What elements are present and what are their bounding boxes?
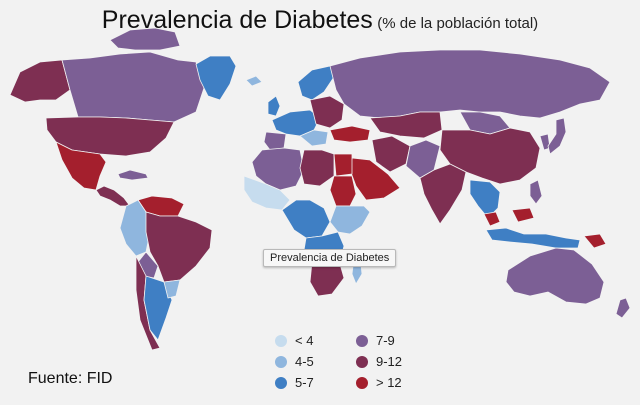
map-tooltip: Prevalencia de Diabetes	[263, 249, 397, 267]
legend-label: 7-9	[376, 333, 395, 348]
legend-swatch	[356, 376, 368, 389]
region-sudan[interactable]	[329, 175, 357, 207]
region-greenland[interactable]	[195, 55, 237, 101]
region-malaysia[interactable]	[483, 207, 535, 227]
region-iceland[interactable]	[245, 75, 263, 87]
region-australia[interactable]	[505, 247, 605, 305]
title-subtitle: (% de la población total)	[377, 15, 539, 32]
region-philippines[interactable]	[529, 179, 543, 205]
legend-item-lt4: < 4	[275, 333, 313, 348]
legend-label: > 12	[376, 375, 402, 390]
region-papua-new-guinea[interactable]	[583, 233, 607, 249]
region-central-africa[interactable]	[281, 199, 331, 239]
region-north-africa-west[interactable]	[251, 147, 305, 191]
region-south-africa[interactable]	[309, 261, 345, 297]
region-egypt[interactable]	[333, 153, 353, 177]
legend-swatch	[356, 334, 368, 347]
region-turkey[interactable]	[329, 125, 371, 143]
legend-item-5-7: 5-7	[275, 375, 314, 390]
region-alaska[interactable]	[9, 59, 71, 103]
source-note: Fuente: FID	[28, 370, 113, 387]
legend-item-7-9: 7-9	[356, 333, 395, 348]
region-balkans[interactable]	[299, 129, 329, 147]
region-japan[interactable]	[547, 117, 567, 155]
region-east-africa[interactable]	[329, 205, 371, 235]
legend-swatch	[275, 334, 287, 347]
legend-swatch	[275, 355, 287, 368]
region-india[interactable]	[419, 163, 467, 225]
legend-label: 4-5	[295, 354, 314, 369]
legend-swatch	[275, 376, 287, 389]
legend-label: 5-7	[295, 375, 314, 390]
region-canada[interactable]	[61, 51, 205, 123]
legend-label: 9-12	[376, 354, 403, 369]
region-central-america[interactable]	[95, 185, 131, 207]
region-russia[interactable]	[329, 49, 611, 119]
region-scandinavia[interactable]	[297, 65, 337, 101]
region-new-zealand[interactable]	[615, 297, 631, 319]
legend-swatch	[356, 355, 368, 368]
region-uk[interactable]	[267, 95, 281, 117]
region-uruguay[interactable]	[163, 279, 181, 299]
region-indonesia[interactable]	[485, 227, 581, 249]
legend-item-4-5: 4-5	[275, 354, 314, 369]
region-canada-islands[interactable]	[109, 27, 181, 51]
region-mexico[interactable]	[55, 141, 107, 191]
region-eastern-europe[interactable]	[309, 95, 345, 129]
legend-item-9-12: 9-12	[356, 354, 402, 369]
region-brazil[interactable]	[145, 211, 213, 283]
legend-label: < 4	[295, 333, 314, 348]
region-caribbean[interactable]	[117, 169, 149, 181]
region-iberia[interactable]	[263, 131, 287, 151]
region-libya[interactable]	[299, 149, 335, 187]
legend-item-gt12: > 12	[356, 375, 402, 390]
region-saudi-arabia[interactable]	[349, 157, 401, 201]
